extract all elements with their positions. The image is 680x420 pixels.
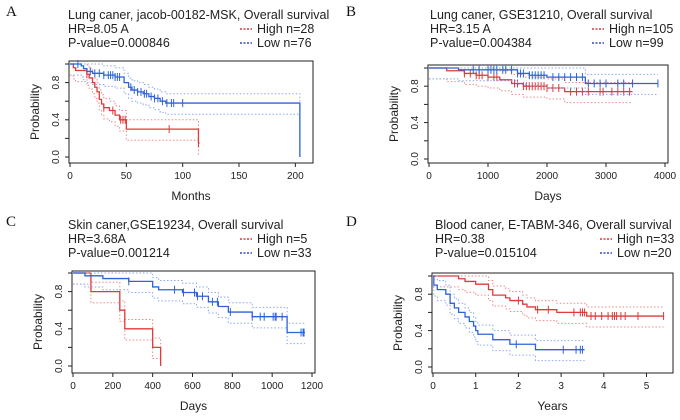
x-tick-label: 100: [174, 171, 191, 182]
x-tick-label: 3000: [595, 171, 618, 182]
hazard-ratio: HR=8.05 A: [68, 22, 129, 36]
x-tick-label: 200: [287, 171, 304, 182]
legend-label-low: Low n=99: [609, 36, 664, 50]
y-tick-label: 0.8: [414, 287, 425, 301]
panel-label: A: [6, 4, 17, 20]
x-tick-label: 1: [473, 381, 479, 392]
km-panel-b: B Lung caner, GSE31210, Overall survivalH…: [346, 4, 677, 203]
ci-upper-high: [70, 63, 200, 135]
ci-upper-high: [429, 67, 633, 84]
x-tick-label: 400: [144, 381, 161, 392]
legend-label-high: High n=33: [617, 232, 674, 246]
y-axis-label: Probability: [28, 84, 42, 140]
panel-title: Blood caner, E-TABM-346, Overall surviva…: [435, 218, 672, 232]
hazard-ratio: HR=3.68A: [68, 232, 127, 246]
y-tick-label: 0.4: [54, 321, 65, 335]
p-value: P-value=0.000846: [68, 36, 170, 50]
x-tick-label: 2000: [536, 171, 559, 182]
ci-upper-high: [73, 272, 162, 357]
plot-frame: [431, 272, 674, 374]
x-tick-label: 0: [430, 381, 436, 392]
ci-upper-low: [429, 67, 658, 75]
ci-lower-low: [70, 74, 301, 157]
ci-lower-high: [70, 74, 200, 155]
p-value: P-value=0.001214: [68, 246, 170, 260]
panel-label: D: [346, 214, 357, 230]
panel-label: C: [6, 214, 16, 230]
y-tick-label: 0.8: [51, 75, 62, 89]
y-tick-label: 0.8: [410, 79, 421, 93]
survival-curve-high: [429, 67, 633, 93]
y-tick-label: 0.4: [414, 323, 425, 337]
survival-curve-low: [70, 63, 301, 157]
p-value: P-value=0.015104: [435, 246, 537, 260]
ci-upper-low: [70, 63, 301, 148]
ci-lower-high: [433, 286, 664, 328]
x-tick-label: 1000: [477, 171, 500, 182]
ci-upper-high: [433, 275, 664, 308]
km-panel-d: D Blood caner, E-TABM-346, Overall surviv…: [346, 214, 674, 413]
x-tick-label: 50: [121, 171, 133, 182]
x-tick-label: 3: [558, 381, 564, 392]
hazard-ratio: HR=0.38: [435, 232, 485, 246]
x-axis-label: Days: [180, 399, 207, 413]
plot-frame: [68, 60, 314, 164]
hazard-ratio: HR=3.15 A: [430, 22, 491, 36]
x-tick-label: 1000: [261, 381, 284, 392]
legend-label-high: High n=28: [257, 22, 314, 36]
x-tick-label: 0: [426, 171, 432, 182]
x-tick-label: 5: [644, 381, 650, 392]
x-tick-label: 4000: [654, 171, 677, 182]
x-tick-label: 600: [184, 381, 201, 392]
panel-title: Skin caner,GSE19234, Overall survival: [68, 218, 283, 232]
ci-upper-low: [433, 275, 585, 342]
y-tick-label: 0.4: [410, 115, 421, 129]
survival-curve-low: [73, 272, 306, 334]
km-panel-a: A Lung caner, jacob-00182-MSK, Overall su…: [6, 4, 329, 203]
legend-label-low: Low n=20: [617, 246, 672, 260]
x-tick-label: 0: [70, 381, 76, 392]
y-tick-label: 0.0: [51, 150, 62, 164]
x-tick-label: 800: [224, 381, 241, 392]
x-axis-label: Years: [537, 399, 567, 413]
x-tick-label: 2: [516, 381, 522, 392]
y-axis-label: Probability: [391, 295, 405, 351]
survival-curve-high: [433, 275, 664, 317]
legend-label-high: High n=105: [609, 22, 673, 36]
y-tick-label: 0.8: [54, 284, 65, 298]
y-tick-label: 0.0: [414, 360, 425, 374]
plot-frame: [71, 270, 316, 374]
ci-lower-high: [73, 283, 162, 366]
x-axis-label: Months: [171, 189, 210, 203]
x-tick-label: 200: [104, 381, 121, 392]
y-axis-label: Probability: [387, 86, 401, 142]
legend-label-high: High n=5: [257, 232, 307, 246]
survival-curve-low: [433, 275, 585, 351]
ci-lower-low: [433, 286, 585, 362]
panel-label: B: [346, 4, 356, 20]
legend-label-low: Low n=76: [257, 36, 312, 50]
x-axis-label: Days: [534, 189, 561, 203]
ci-upper-low: [73, 272, 306, 324]
ci-lower-low: [73, 283, 306, 345]
panel-title: Lung caner, GSE31210, Overall survival: [430, 8, 652, 22]
y-axis-label: Probability: [31, 294, 45, 350]
x-tick-label: 4: [601, 381, 607, 392]
plot-frame: [427, 64, 669, 164]
ci-lower-high: [429, 78, 633, 104]
y-tick-label: 0.0: [54, 359, 65, 373]
p-value: P-value=0.004384: [430, 36, 532, 50]
panel-title: Lung caner, jacob-00182-MSK, Overall sur…: [68, 8, 329, 22]
x-tick-label: 150: [231, 171, 248, 182]
survival-curve-high: [73, 272, 162, 366]
y-tick-label: 0.0: [410, 152, 421, 166]
x-tick-label: 0: [67, 171, 73, 182]
legend-label-low: Low n=33: [257, 246, 312, 260]
km-panel-c: C Skin caner,GSE19234, Overall survivalHR…: [6, 214, 324, 413]
y-tick-label: 0.4: [51, 112, 62, 126]
x-tick-label: 1200: [301, 381, 324, 392]
